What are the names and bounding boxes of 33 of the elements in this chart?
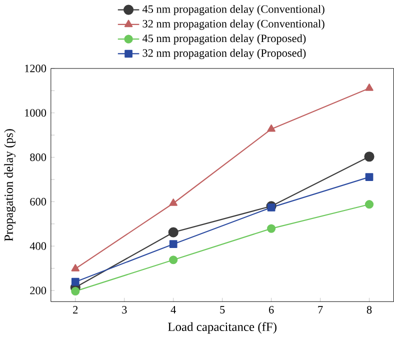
- point: [169, 256, 178, 264]
- y-tick-label: 400: [30, 242, 46, 250]
- y-tick-label: 1000: [25, 109, 46, 117]
- point: [365, 84, 374, 91]
- x-axis-title: Load capacitance (fF): [168, 322, 276, 334]
- point: [267, 204, 276, 212]
- y-axis-title: Propagation delay (ps): [4, 129, 16, 242]
- x-tick-label: 8: [366, 306, 372, 314]
- legend-label: 32 nm propagation delay (Conventional): [142, 20, 324, 30]
- x-tick-label: 4: [170, 306, 176, 314]
- legend-label: 45 nm propagation delay (Conventional): [142, 5, 324, 16]
- x-tick-label: 5: [220, 306, 225, 314]
- y-tick-label: 600: [30, 198, 46, 206]
- point: [168, 227, 178, 238]
- point: [169, 198, 178, 206]
- point: [71, 264, 80, 272]
- y-tick-label: 1200: [25, 64, 46, 72]
- x-tick-label: 3: [122, 306, 127, 314]
- point: [71, 278, 80, 286]
- point: [364, 152, 374, 162]
- y-tick-label: 200: [30, 286, 46, 294]
- point: [267, 124, 276, 132]
- x-tick-label: 7: [318, 306, 323, 314]
- legend-label: 32 nm propagation delay (Proposed): [142, 49, 306, 60]
- y-tick-label: 800: [30, 154, 46, 162]
- point: [169, 240, 178, 248]
- x-tick-label: 6: [268, 306, 274, 314]
- point: [364, 200, 374, 209]
- point: [71, 287, 80, 296]
- legend-label: 45 nm propagation delay (Proposed): [142, 34, 306, 45]
- x-tick-label: 2: [73, 306, 78, 314]
- point: [267, 224, 276, 233]
- point: [365, 173, 374, 182]
